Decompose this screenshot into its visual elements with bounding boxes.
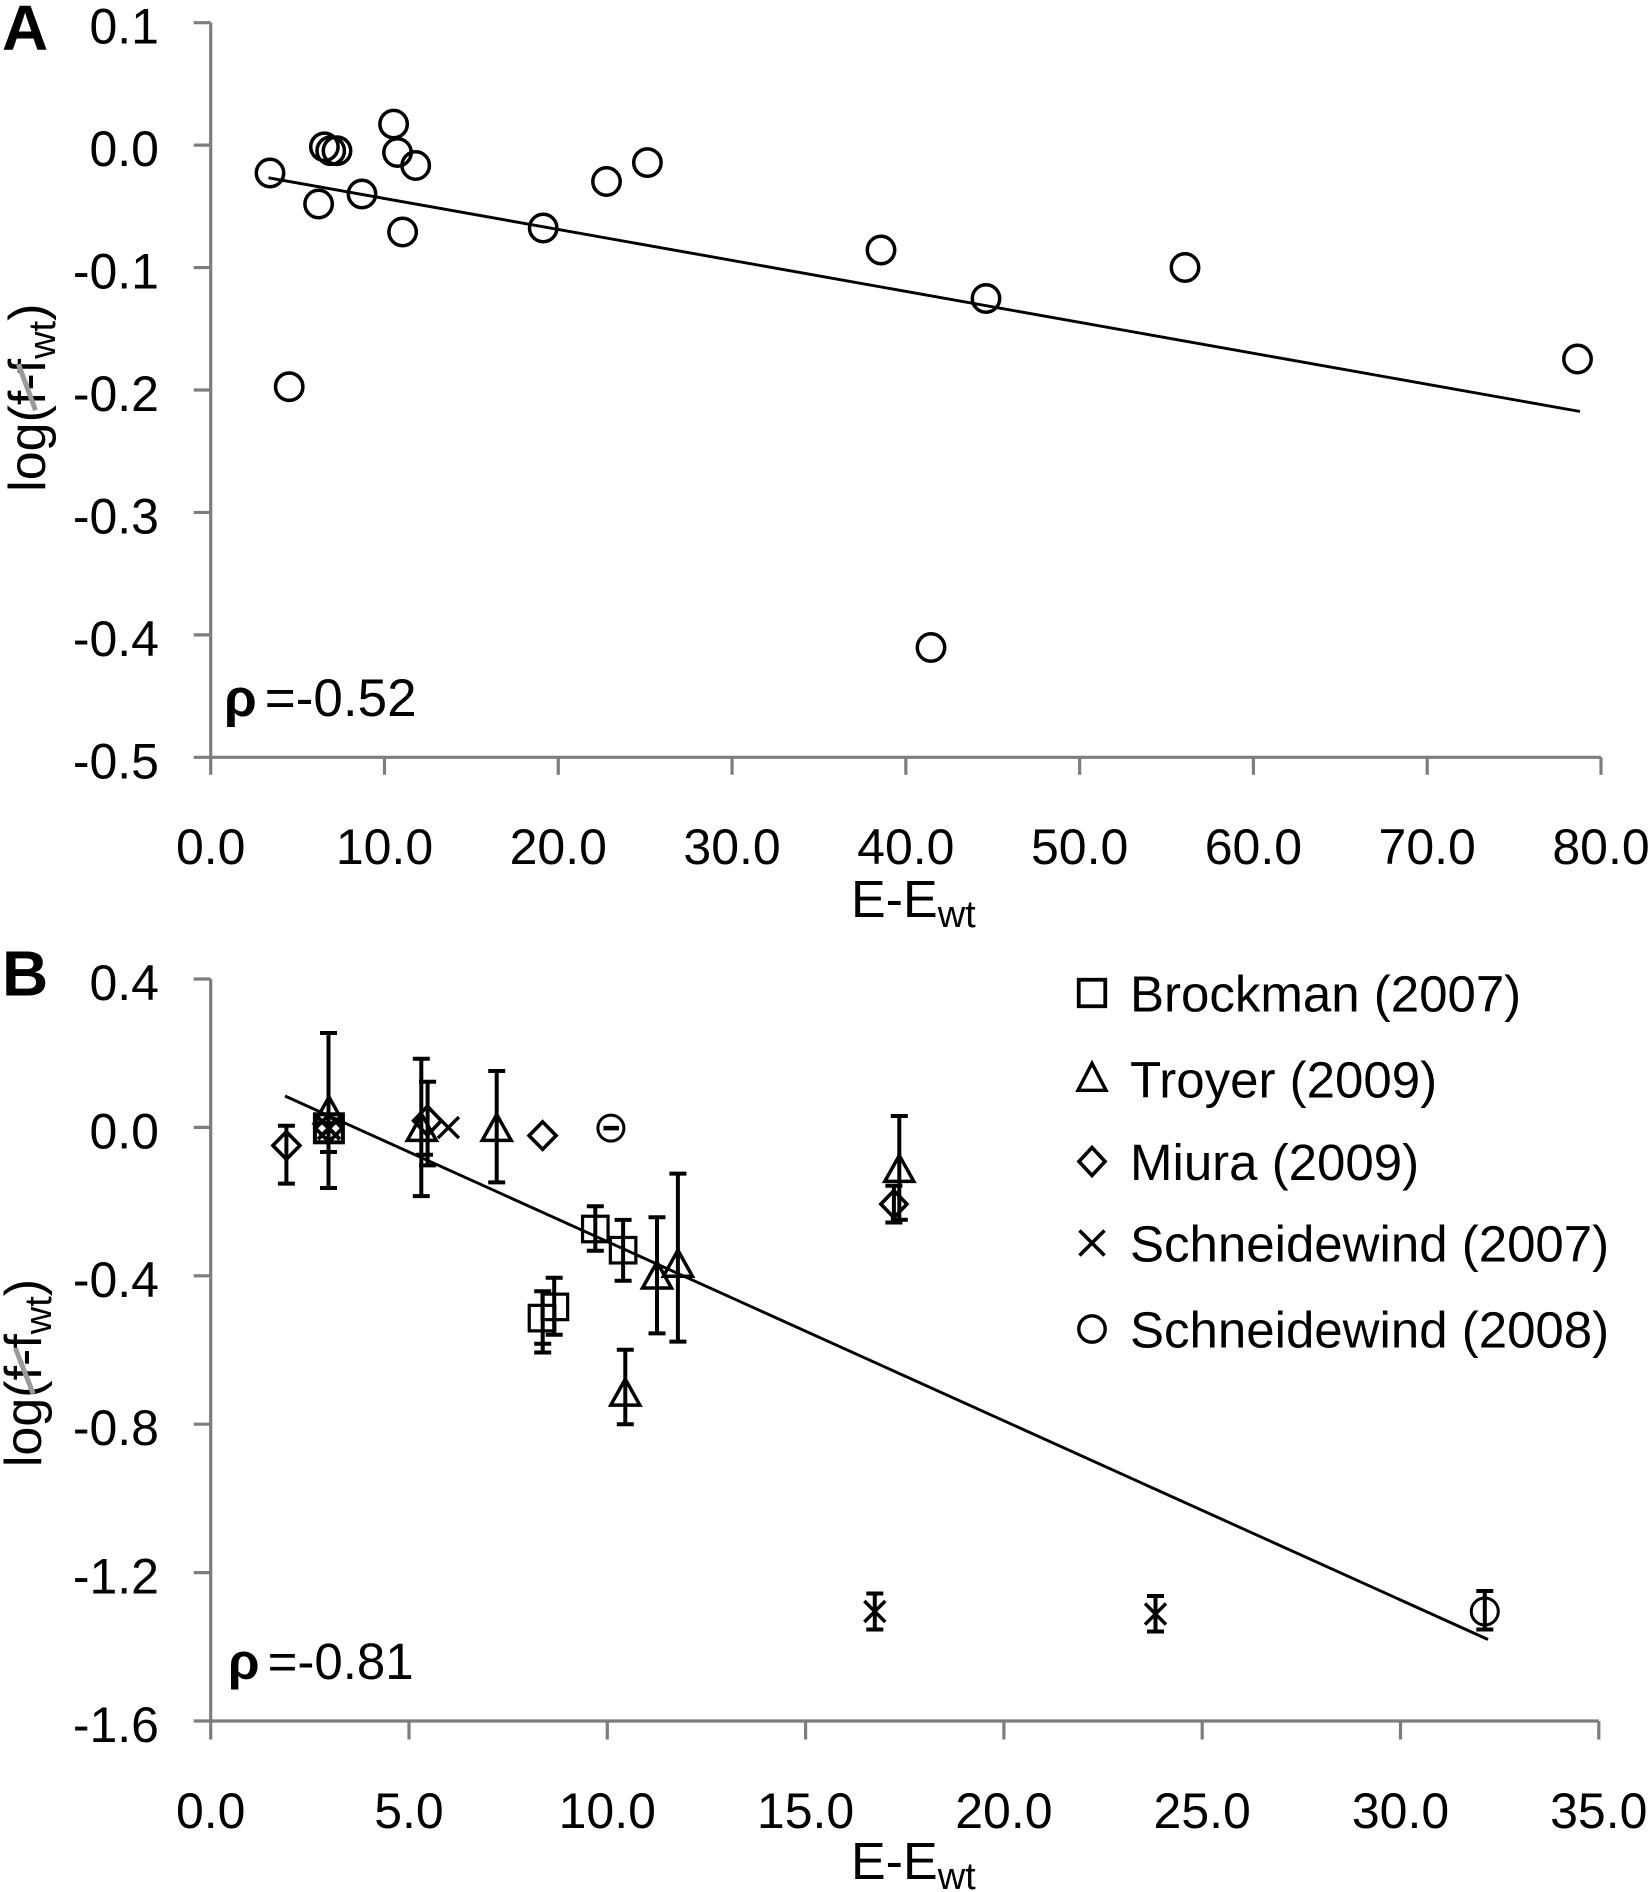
svg-text:Schneidewind (2007): Schneidewind (2007) [1130, 1216, 1609, 1273]
svg-text:B: B [2, 938, 48, 1010]
svg-text:Miura (2009): Miura (2009) [1130, 1134, 1419, 1191]
svg-text:40.0: 40.0 [857, 819, 954, 875]
svg-text:E-Ewt: E-Ewt [851, 1833, 976, 1892]
svg-text:80.0: 80.0 [1552, 819, 1649, 875]
svg-text:20.0: 20.0 [510, 819, 607, 875]
svg-text:-0.3: -0.3 [73, 488, 159, 544]
svg-text:ρ=-0.81: ρ =-0.81 [228, 1633, 414, 1690]
svg-text:10.0: 10.0 [559, 1783, 656, 1839]
svg-text:log(f-fwt): log(f-fwt) [0, 1279, 60, 1467]
svg-text:Brockman (2007): Brockman (2007) [1130, 966, 1521, 1023]
svg-text:50.0: 50.0 [1031, 819, 1128, 875]
svg-text:35.0: 35.0 [1550, 1783, 1647, 1839]
svg-text:-0.5: -0.5 [73, 733, 159, 789]
svg-text:15.0: 15.0 [757, 1783, 854, 1839]
svg-text:-1.2: -1.2 [73, 1549, 159, 1605]
svg-text:-0.8: -0.8 [73, 1400, 159, 1456]
svg-text:-0.4: -0.4 [73, 611, 159, 667]
svg-text:-0.2: -0.2 [73, 366, 159, 422]
svg-text:10.0: 10.0 [336, 819, 433, 875]
svg-text:E-Ewt: E-Ewt [851, 871, 976, 936]
svg-text:0.0: 0.0 [89, 1103, 159, 1159]
svg-text:60.0: 60.0 [1205, 819, 1302, 875]
svg-text:5.0: 5.0 [374, 1783, 444, 1839]
svg-text:A: A [2, 0, 48, 64]
svg-text:0.0: 0.0 [176, 1783, 246, 1839]
svg-text:0.0: 0.0 [89, 121, 159, 177]
svg-text:-1.6: -1.6 [73, 1697, 159, 1753]
svg-text:0.0: 0.0 [176, 819, 246, 875]
svg-text:ρ=-0.52: ρ =-0.52 [224, 669, 417, 728]
svg-text:25.0: 25.0 [1154, 1783, 1251, 1839]
svg-text:-0.1: -0.1 [73, 244, 159, 300]
svg-text:-0.4: -0.4 [73, 1252, 159, 1308]
svg-text:70.0: 70.0 [1379, 819, 1476, 875]
svg-text:Troyer (2009): Troyer (2009) [1130, 1052, 1437, 1109]
svg-text:30.0: 30.0 [1352, 1783, 1449, 1839]
svg-text:0.1: 0.1 [89, 0, 159, 55]
svg-text:30.0: 30.0 [683, 819, 780, 875]
svg-text:20.0: 20.0 [955, 1783, 1052, 1839]
svg-text:0.4: 0.4 [89, 955, 159, 1011]
svg-text:Schneidewind (2008): Schneidewind (2008) [1130, 1302, 1609, 1359]
